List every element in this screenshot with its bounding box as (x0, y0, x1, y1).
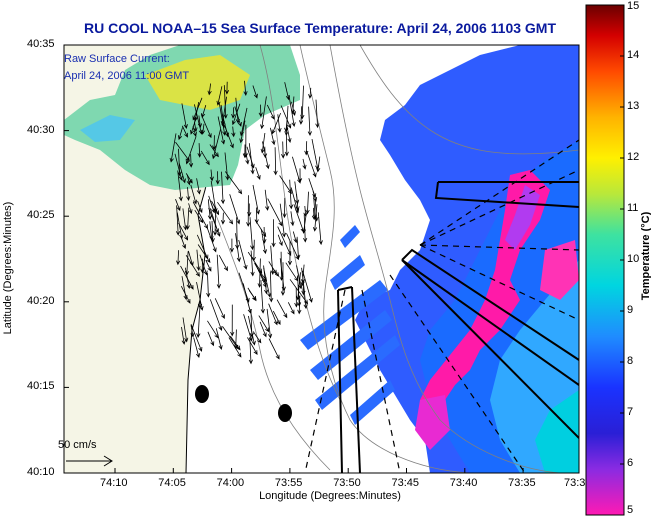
colorbar-tick-label: 15 (627, 0, 639, 12)
colorbar-tick-label: 5 (627, 504, 633, 516)
radar-site-marker (195, 385, 209, 403)
x-tick-label: 73:55 (275, 477, 303, 489)
y-tick-label: 40:25 (27, 209, 55, 221)
colorbar-tick-label: 9 (627, 304, 633, 316)
colorbar-tick-label: 12 (627, 151, 639, 163)
annotation-line-1: Raw Surface Current: (64, 53, 170, 65)
x-tick-label: 74:00 (217, 477, 245, 489)
scale-label: 50 cm/s (58, 439, 97, 451)
colorbar (586, 5, 624, 515)
x-tick-label: 73:35 (508, 477, 536, 489)
y-tick-label: 40:20 (27, 295, 55, 307)
colorbar-tick-label: 7 (627, 406, 633, 418)
x-tick-label: 73:40 (450, 477, 478, 489)
x-tick-label: 74:05 (158, 477, 186, 489)
y-tick-label: 40:30 (27, 124, 55, 136)
colorbar-label: Temperature (°C) (640, 176, 651, 336)
colorbar-tick-label: 11 (627, 202, 638, 214)
y-axis-label: Latitude (Degrees:Minutes) (2, 178, 14, 358)
y-tick-label: 40:15 (27, 380, 55, 392)
colorbar-tick-label: 8 (627, 355, 633, 367)
figure-title: RU COOL NOAA–15 Sea Surface Temperature:… (0, 20, 640, 36)
colorbar-tick-label: 14 (627, 49, 639, 61)
y-tick-label: 40:10 (27, 466, 55, 478)
x-tick-label: 73:45 (392, 477, 420, 489)
x-tick-label: 73:50 (333, 477, 361, 489)
sst-map-figure: RU COOL NOAA–15 Sea Surface Temperature:… (0, 0, 651, 519)
colorbar-tick-label: 10 (627, 253, 639, 265)
colorbar-tick-label: 6 (627, 457, 633, 469)
x-tick-label: 73:3 (564, 477, 585, 489)
x-axis-label: Longitude (Degrees:Minutes) (170, 490, 490, 502)
radar-site-marker (278, 404, 292, 422)
annotation-line-2: April 24, 2006 11:00 GMT (64, 70, 189, 82)
y-tick-label: 40:35 (27, 38, 55, 50)
colorbar-tick-label: 13 (627, 100, 639, 112)
x-tick-label: 74:10 (100, 477, 128, 489)
